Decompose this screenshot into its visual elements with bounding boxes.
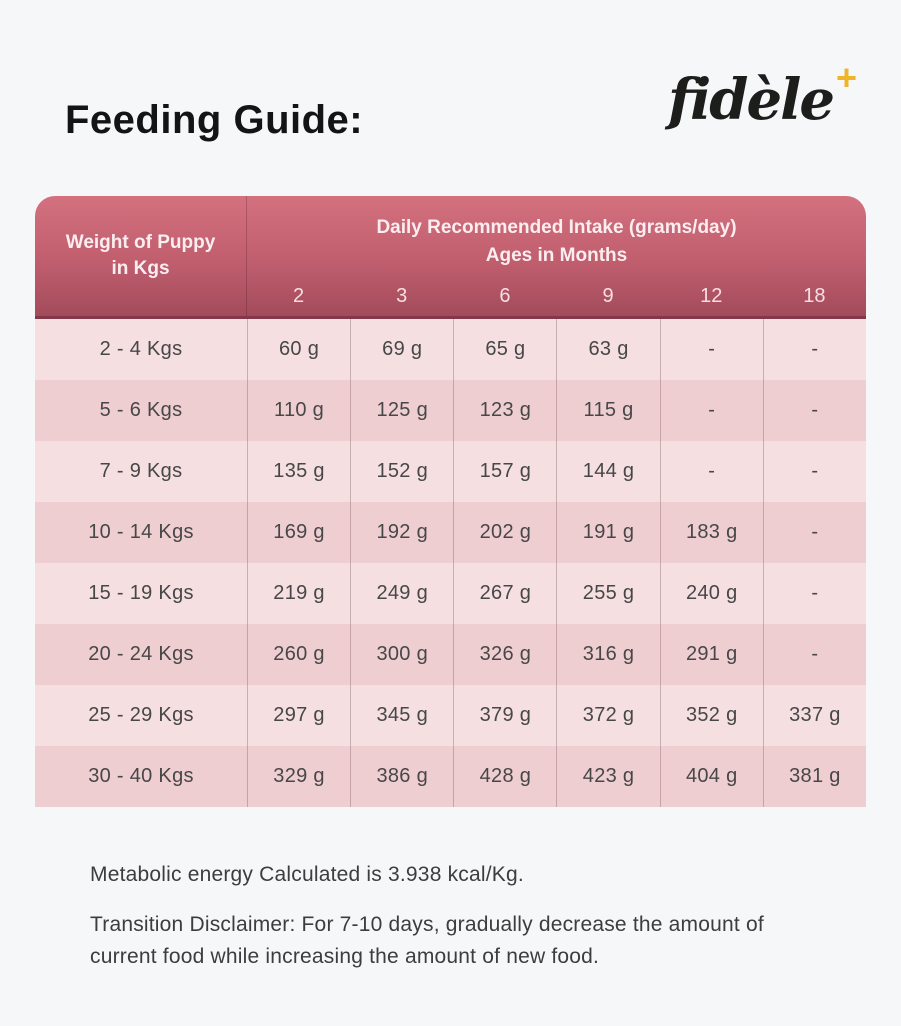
table-row: 7 - 9 Kgs 135 g 152 g 157 g 144 g - - <box>35 441 866 502</box>
intake-cell: 423 g <box>556 746 659 807</box>
weight-range-cell: 2 - 4 Kgs <box>99 338 183 360</box>
intake-cell: 219 g <box>247 563 350 624</box>
intake-cell: - <box>659 319 763 380</box>
intake-cell: 326 g <box>453 624 556 685</box>
intake-header-line2: Ages in Months <box>485 245 628 266</box>
intake-cell: 381 g <box>762 746 866 807</box>
intake-cell: 267 g <box>453 563 556 624</box>
intake-cell: 125 g <box>350 380 453 441</box>
metabolic-energy-note: Metabolic energy Calculated is 3.938 kca… <box>90 863 524 886</box>
intake-cell: 379 g <box>453 685 556 746</box>
intake-cell: 63 g <box>556 319 659 380</box>
table-row: 2 - 4 Kgs 60 g 69 g 65 g 63 g - - <box>35 319 866 380</box>
weight-range-cell: 15 - 19 Kgs <box>88 582 194 604</box>
table-row: 10 - 14 Kgs 169 g 192 g 202 g 191 g 183 … <box>35 502 866 563</box>
intake-cell: 169 g <box>247 502 350 563</box>
top-bar: Feeding Guide: fidèle + <box>0 0 901 152</box>
intake-cell: 152 g <box>350 441 453 502</box>
weight-range-cell: 10 - 14 Kgs <box>88 521 194 543</box>
intake-cell: 260 g <box>247 624 350 685</box>
intake-cell: 291 g <box>659 624 763 685</box>
intake-cell: - <box>659 380 763 441</box>
intake-cell: 135 g <box>247 441 350 502</box>
table-row: 30 - 40 Kgs 329 g 386 g 428 g 423 g 404 … <box>35 746 866 807</box>
intake-cell: 144 g <box>556 441 659 502</box>
intake-cell: - <box>762 624 866 685</box>
intake-span-header: Daily Recommended Intake (grams/day) Age… <box>247 196 866 276</box>
table-row: 5 - 6 Kgs 110 g 125 g 123 g 115 g - - <box>35 380 866 441</box>
intake-cell: 157 g <box>453 441 556 502</box>
table-row: 15 - 19 Kgs 219 g 249 g 267 g 255 g 240 … <box>35 563 866 624</box>
page-title: Feeding Guide: <box>65 98 364 142</box>
intake-cell: 202 g <box>453 502 556 563</box>
age-column-header: 12 <box>700 284 723 307</box>
brand-logo-text: fidèle <box>667 67 835 133</box>
weight-range-cell: 25 - 29 Kgs <box>88 704 194 726</box>
intake-cell: - <box>762 502 866 563</box>
weight-range-cell: 7 - 9 Kgs <box>99 460 183 482</box>
table-header: Weight of Puppy in Kgs Daily Recommended… <box>35 196 866 319</box>
intake-cell: - <box>762 563 866 624</box>
intake-cell: 297 g <box>247 685 350 746</box>
intake-cell: 316 g <box>556 624 659 685</box>
intake-cell: 428 g <box>453 746 556 807</box>
table-row: 20 - 24 Kgs 260 g 300 g 326 g 316 g 291 … <box>35 624 866 685</box>
intake-cell: 337 g <box>762 685 866 746</box>
brand-logo-plus-icon: + <box>835 57 857 98</box>
table-row: 25 - 29 Kgs 297 g 345 g 379 g 372 g 352 … <box>35 685 866 746</box>
weight-column-header: Weight of Puppy in Kgs <box>35 196 247 316</box>
age-column-header: 3 <box>396 284 408 307</box>
intake-cell: 329 g <box>247 746 350 807</box>
intake-cell: 192 g <box>350 502 453 563</box>
intake-cell: 183 g <box>659 502 763 563</box>
intake-cell: - <box>762 319 866 380</box>
footnotes: Metabolic energy Calculated is 3.938 kca… <box>90 859 841 974</box>
weight-range-cell: 30 - 40 Kgs <box>88 765 194 787</box>
intake-cell: 60 g <box>247 319 350 380</box>
intake-cell: 255 g <box>556 563 659 624</box>
intake-cell: 352 g <box>659 685 763 746</box>
age-column-header: 18 <box>803 284 826 307</box>
intake-cell: 345 g <box>350 685 453 746</box>
intake-cell: 404 g <box>659 746 763 807</box>
intake-cell: - <box>762 441 866 502</box>
intake-cell: 65 g <box>453 319 556 380</box>
intake-cell: 249 g <box>350 563 453 624</box>
intake-cell: 123 g <box>453 380 556 441</box>
transition-disclaimer-note: Transition Disclaimer: For 7-10 days, gr… <box>90 912 764 969</box>
intake-cell: - <box>659 441 763 502</box>
age-column-header: 2 <box>293 284 305 307</box>
intake-cell: 386 g <box>350 746 453 807</box>
intake-cell: - <box>762 380 866 441</box>
age-column-header: 9 <box>602 284 614 307</box>
intake-cell: 300 g <box>350 624 453 685</box>
age-column-header: 6 <box>499 284 511 307</box>
intake-header-line1: Daily Recommended Intake (grams/day) <box>376 216 737 238</box>
brand-logo: fidèle + <box>668 60 857 129</box>
weight-range-cell: 5 - 6 Kgs <box>99 399 183 421</box>
intake-cell: 191 g <box>556 502 659 563</box>
intake-cell: 115 g <box>556 380 659 441</box>
intake-cell: 240 g <box>659 563 763 624</box>
intake-cell: 110 g <box>247 380 350 441</box>
weight-range-cell: 20 - 24 Kgs <box>88 643 194 665</box>
intake-cell: 69 g <box>350 319 453 380</box>
feeding-guide-table: Weight of Puppy in Kgs Daily Recommended… <box>35 196 866 807</box>
intake-cell: 372 g <box>556 685 659 746</box>
